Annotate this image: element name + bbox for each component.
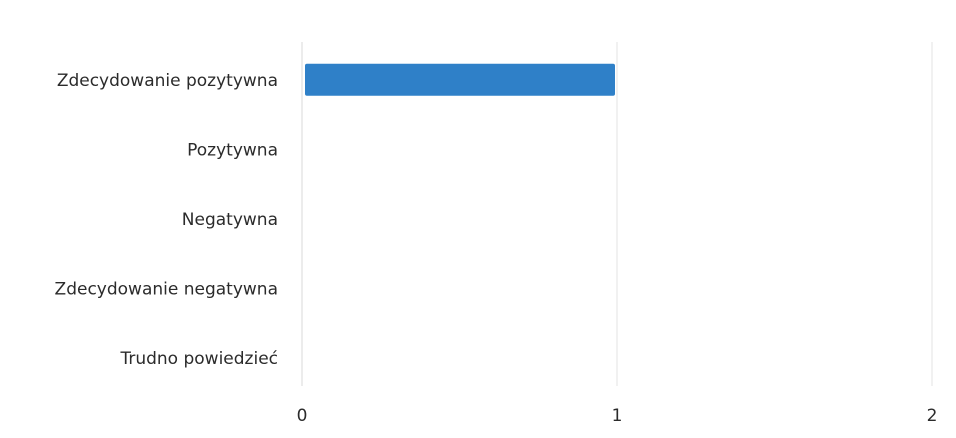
gridlines <box>301 42 933 386</box>
x-tick-label: 0 <box>297 406 308 426</box>
x-tick-label: 2 <box>927 406 938 426</box>
category-label: Pozytywna <box>187 140 278 160</box>
category-label: Zdecydowanie negatywna <box>55 279 278 299</box>
x-tick-label: 1 <box>612 406 623 426</box>
category-label: Zdecydowanie pozytywna <box>57 71 278 91</box>
category-label: Trudno powiedzieć <box>119 349 278 369</box>
bars <box>305 63 615 96</box>
bar-1 <box>305 63 615 96</box>
category-label: Negatywna <box>182 210 278 230</box>
x-tick-labels: 0 1 2 <box>297 406 938 426</box>
category-labels: Zdecydowanie pozytywna Pozytywna Negatywna… <box>55 71 278 369</box>
